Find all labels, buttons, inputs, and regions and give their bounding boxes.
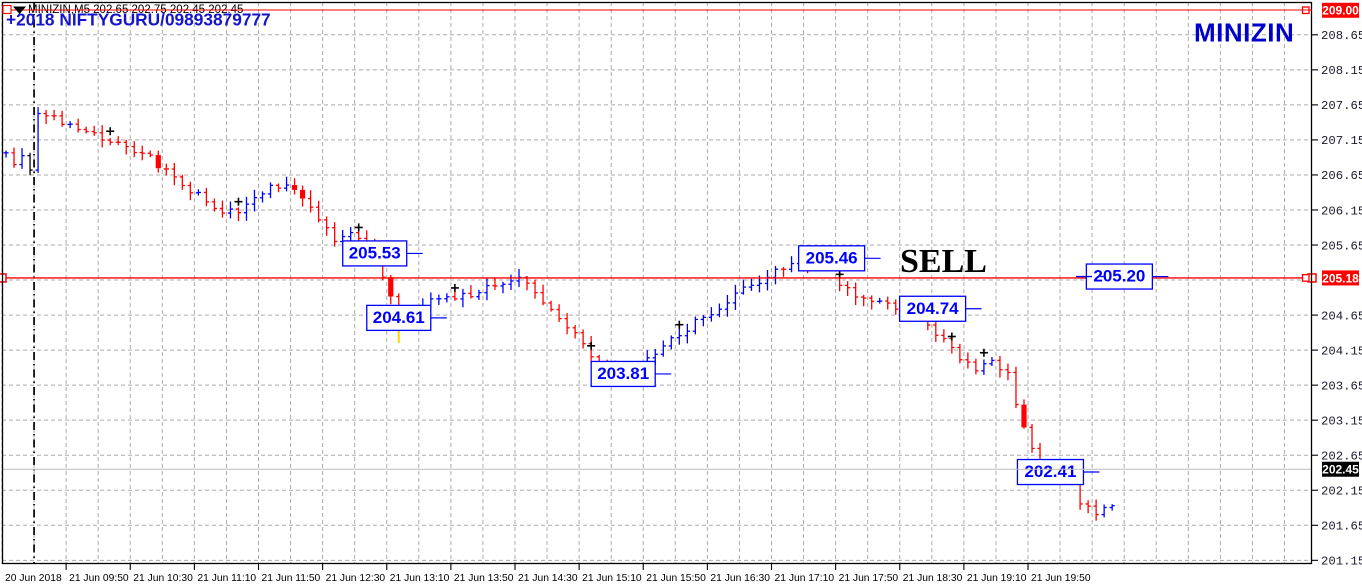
svg-text:209.00: 209.00 xyxy=(1322,4,1359,18)
svg-text:21 Jun 15:50: 21 Jun 15:50 xyxy=(646,573,706,584)
svg-text:21 Jun 10:30: 21 Jun 10:30 xyxy=(133,573,193,584)
svg-text:203.81: 203.81 xyxy=(597,364,649,383)
svg-text:201.15: 201.15 xyxy=(1321,555,1362,569)
svg-text:205.46: 205.46 xyxy=(806,248,858,267)
svg-text:21 Jun 14:30: 21 Jun 14:30 xyxy=(518,573,578,584)
svg-text:202.65: 202.65 xyxy=(1321,450,1362,464)
svg-text:21 Jun 17:50: 21 Jun 17:50 xyxy=(839,573,899,584)
svg-text:21 Jun 11:50: 21 Jun 11:50 xyxy=(262,573,321,584)
svg-text:202.41: 202.41 xyxy=(1024,462,1076,481)
svg-text:205.18: 205.18 xyxy=(1322,271,1359,285)
svg-text:21 Jun 16:30: 21 Jun 16:30 xyxy=(710,573,770,584)
svg-text:21 Jun 13:50: 21 Jun 13:50 xyxy=(454,573,514,584)
svg-text:206.15: 206.15 xyxy=(1321,204,1362,218)
svg-text:202.45: 202.45 xyxy=(1322,463,1359,477)
svg-text:21 Jun 12:30: 21 Jun 12:30 xyxy=(326,573,386,584)
svg-text:203.15: 203.15 xyxy=(1321,414,1362,428)
svg-text:205.53: 205.53 xyxy=(349,243,401,262)
svg-text:21 Jun 19:50: 21 Jun 19:50 xyxy=(1031,573,1091,584)
svg-text:206.65: 206.65 xyxy=(1321,169,1362,183)
svg-text:203.65: 203.65 xyxy=(1321,379,1362,393)
svg-text:21 Jun 19:10: 21 Jun 19:10 xyxy=(967,573,1027,584)
svg-text:204.74: 204.74 xyxy=(907,299,960,318)
svg-text:21 Jun 09:50: 21 Jun 09:50 xyxy=(69,573,129,584)
svg-text:207.65: 207.65 xyxy=(1321,99,1362,113)
svg-text:MINIZIN: MINIZIN xyxy=(1194,18,1294,48)
svg-text:204.61: 204.61 xyxy=(373,308,425,327)
svg-text:202.15: 202.15 xyxy=(1321,485,1362,499)
svg-text:208.65: 208.65 xyxy=(1321,29,1362,43)
svg-text:205.65: 205.65 xyxy=(1321,239,1362,253)
svg-text:21 Jun 13:10: 21 Jun 13:10 xyxy=(390,573,450,584)
svg-text:21 Jun 17:10: 21 Jun 17:10 xyxy=(775,573,835,584)
svg-text:21 Jun 11:10: 21 Jun 11:10 xyxy=(197,573,256,584)
svg-text:201.65: 201.65 xyxy=(1321,520,1362,534)
svg-text:SELL: SELL xyxy=(900,243,987,280)
svg-text:207.15: 207.15 xyxy=(1321,134,1362,148)
svg-text:204.15: 204.15 xyxy=(1321,344,1362,358)
svg-text:208.15: 208.15 xyxy=(1321,64,1362,78)
svg-text:+2018 NIFTYGURU/09893879777: +2018 NIFTYGURU/09893879777 xyxy=(6,10,271,30)
svg-text:21 Jun 18:30: 21 Jun 18:30 xyxy=(903,573,963,584)
svg-text:20 Jun 2018: 20 Jun 2018 xyxy=(5,573,62,584)
svg-text:204.65: 204.65 xyxy=(1321,309,1362,323)
svg-text:21 Jun 15:10: 21 Jun 15:10 xyxy=(582,573,642,584)
